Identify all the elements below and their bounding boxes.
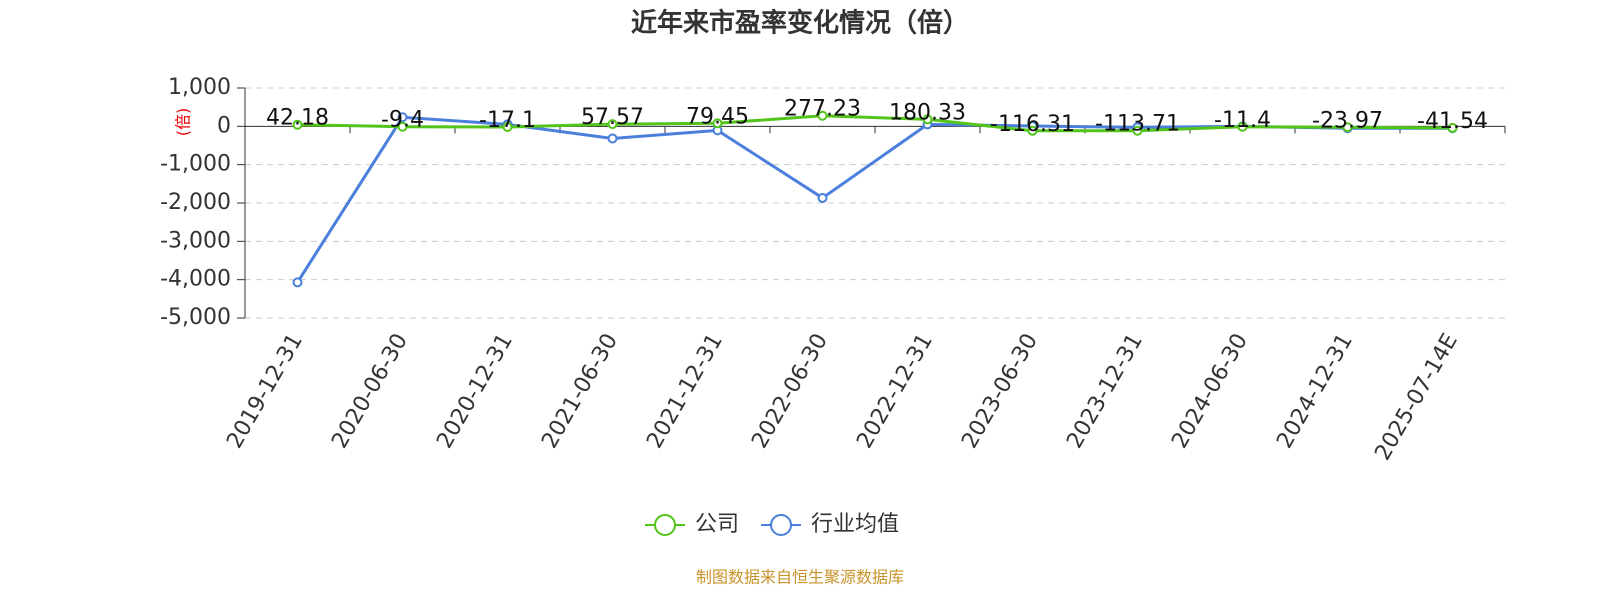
x-tick-label: 2022-12-31 xyxy=(852,330,938,453)
y-tick-label: 0 xyxy=(217,113,231,138)
y-tick-label: -3,000 xyxy=(160,228,231,253)
point xyxy=(292,119,303,130)
chart-title: 近年来市盈率变化情况（倍） xyxy=(631,8,969,39)
data-label: -41.54 xyxy=(1417,109,1488,134)
y-tick-label: -5,000 xyxy=(160,305,231,330)
point xyxy=(1447,122,1458,133)
series-line xyxy=(296,115,1453,284)
legend-label: 公司 xyxy=(695,512,739,537)
legend-label: 行业均值 xyxy=(811,512,899,537)
y-tick-label: -4,000 xyxy=(160,267,231,292)
source-note: 制图数据来自恒生聚源数据库 xyxy=(696,568,904,587)
point xyxy=(607,119,618,130)
point xyxy=(922,114,933,125)
point xyxy=(397,121,408,132)
x-tick-label: 2023-06-30 xyxy=(957,330,1043,453)
point xyxy=(1132,125,1143,136)
point xyxy=(817,110,828,121)
legend-marker xyxy=(654,514,676,536)
data-label: 57.57 xyxy=(581,105,644,130)
x-tick-label: 2022-06-30 xyxy=(747,330,833,453)
data-label: 277.23 xyxy=(784,97,861,122)
y-tick-label: -2,000 xyxy=(160,190,231,215)
point xyxy=(292,277,303,288)
point xyxy=(1027,125,1038,136)
data-label: -9.4 xyxy=(381,108,424,133)
series-line xyxy=(297,114,1453,133)
y-axis-label: (倍) xyxy=(174,108,193,137)
data-label: -17.1 xyxy=(479,108,536,133)
y-tick-label: 1,000 xyxy=(168,75,231,100)
legend-marker xyxy=(770,514,793,536)
data-label: -113.71 xyxy=(1095,112,1180,137)
point xyxy=(712,118,723,129)
point xyxy=(502,121,513,132)
data-label: 180.33 xyxy=(889,100,966,125)
x-tick-label: 2020-06-30 xyxy=(327,330,413,453)
x-tick-label: 2021-12-31 xyxy=(642,330,728,453)
x-tick-label: 2025-07-14E xyxy=(1370,330,1463,465)
x-tick-label: 2019-12-31 xyxy=(222,330,308,453)
point xyxy=(1342,122,1353,133)
y-tick-label: -1,000 xyxy=(160,152,231,177)
data-label: -23.97 xyxy=(1312,108,1383,133)
point xyxy=(817,192,828,203)
data-label: 79.45 xyxy=(686,104,749,129)
x-tick-label: 2024-12-31 xyxy=(1272,330,1358,453)
x-tick-label: 2023-12-31 xyxy=(1062,330,1148,453)
point xyxy=(1237,121,1248,132)
x-tick-label: 2021-06-30 xyxy=(537,330,623,453)
point xyxy=(397,112,408,123)
data-label: -116.31 xyxy=(990,112,1075,137)
data-label: -11.4 xyxy=(1214,108,1271,133)
data-label: 42.18 xyxy=(266,106,329,131)
x-tick-label: 2020-12-31 xyxy=(432,330,518,453)
x-tick-label: 2024-06-30 xyxy=(1167,330,1253,453)
point xyxy=(607,133,618,144)
